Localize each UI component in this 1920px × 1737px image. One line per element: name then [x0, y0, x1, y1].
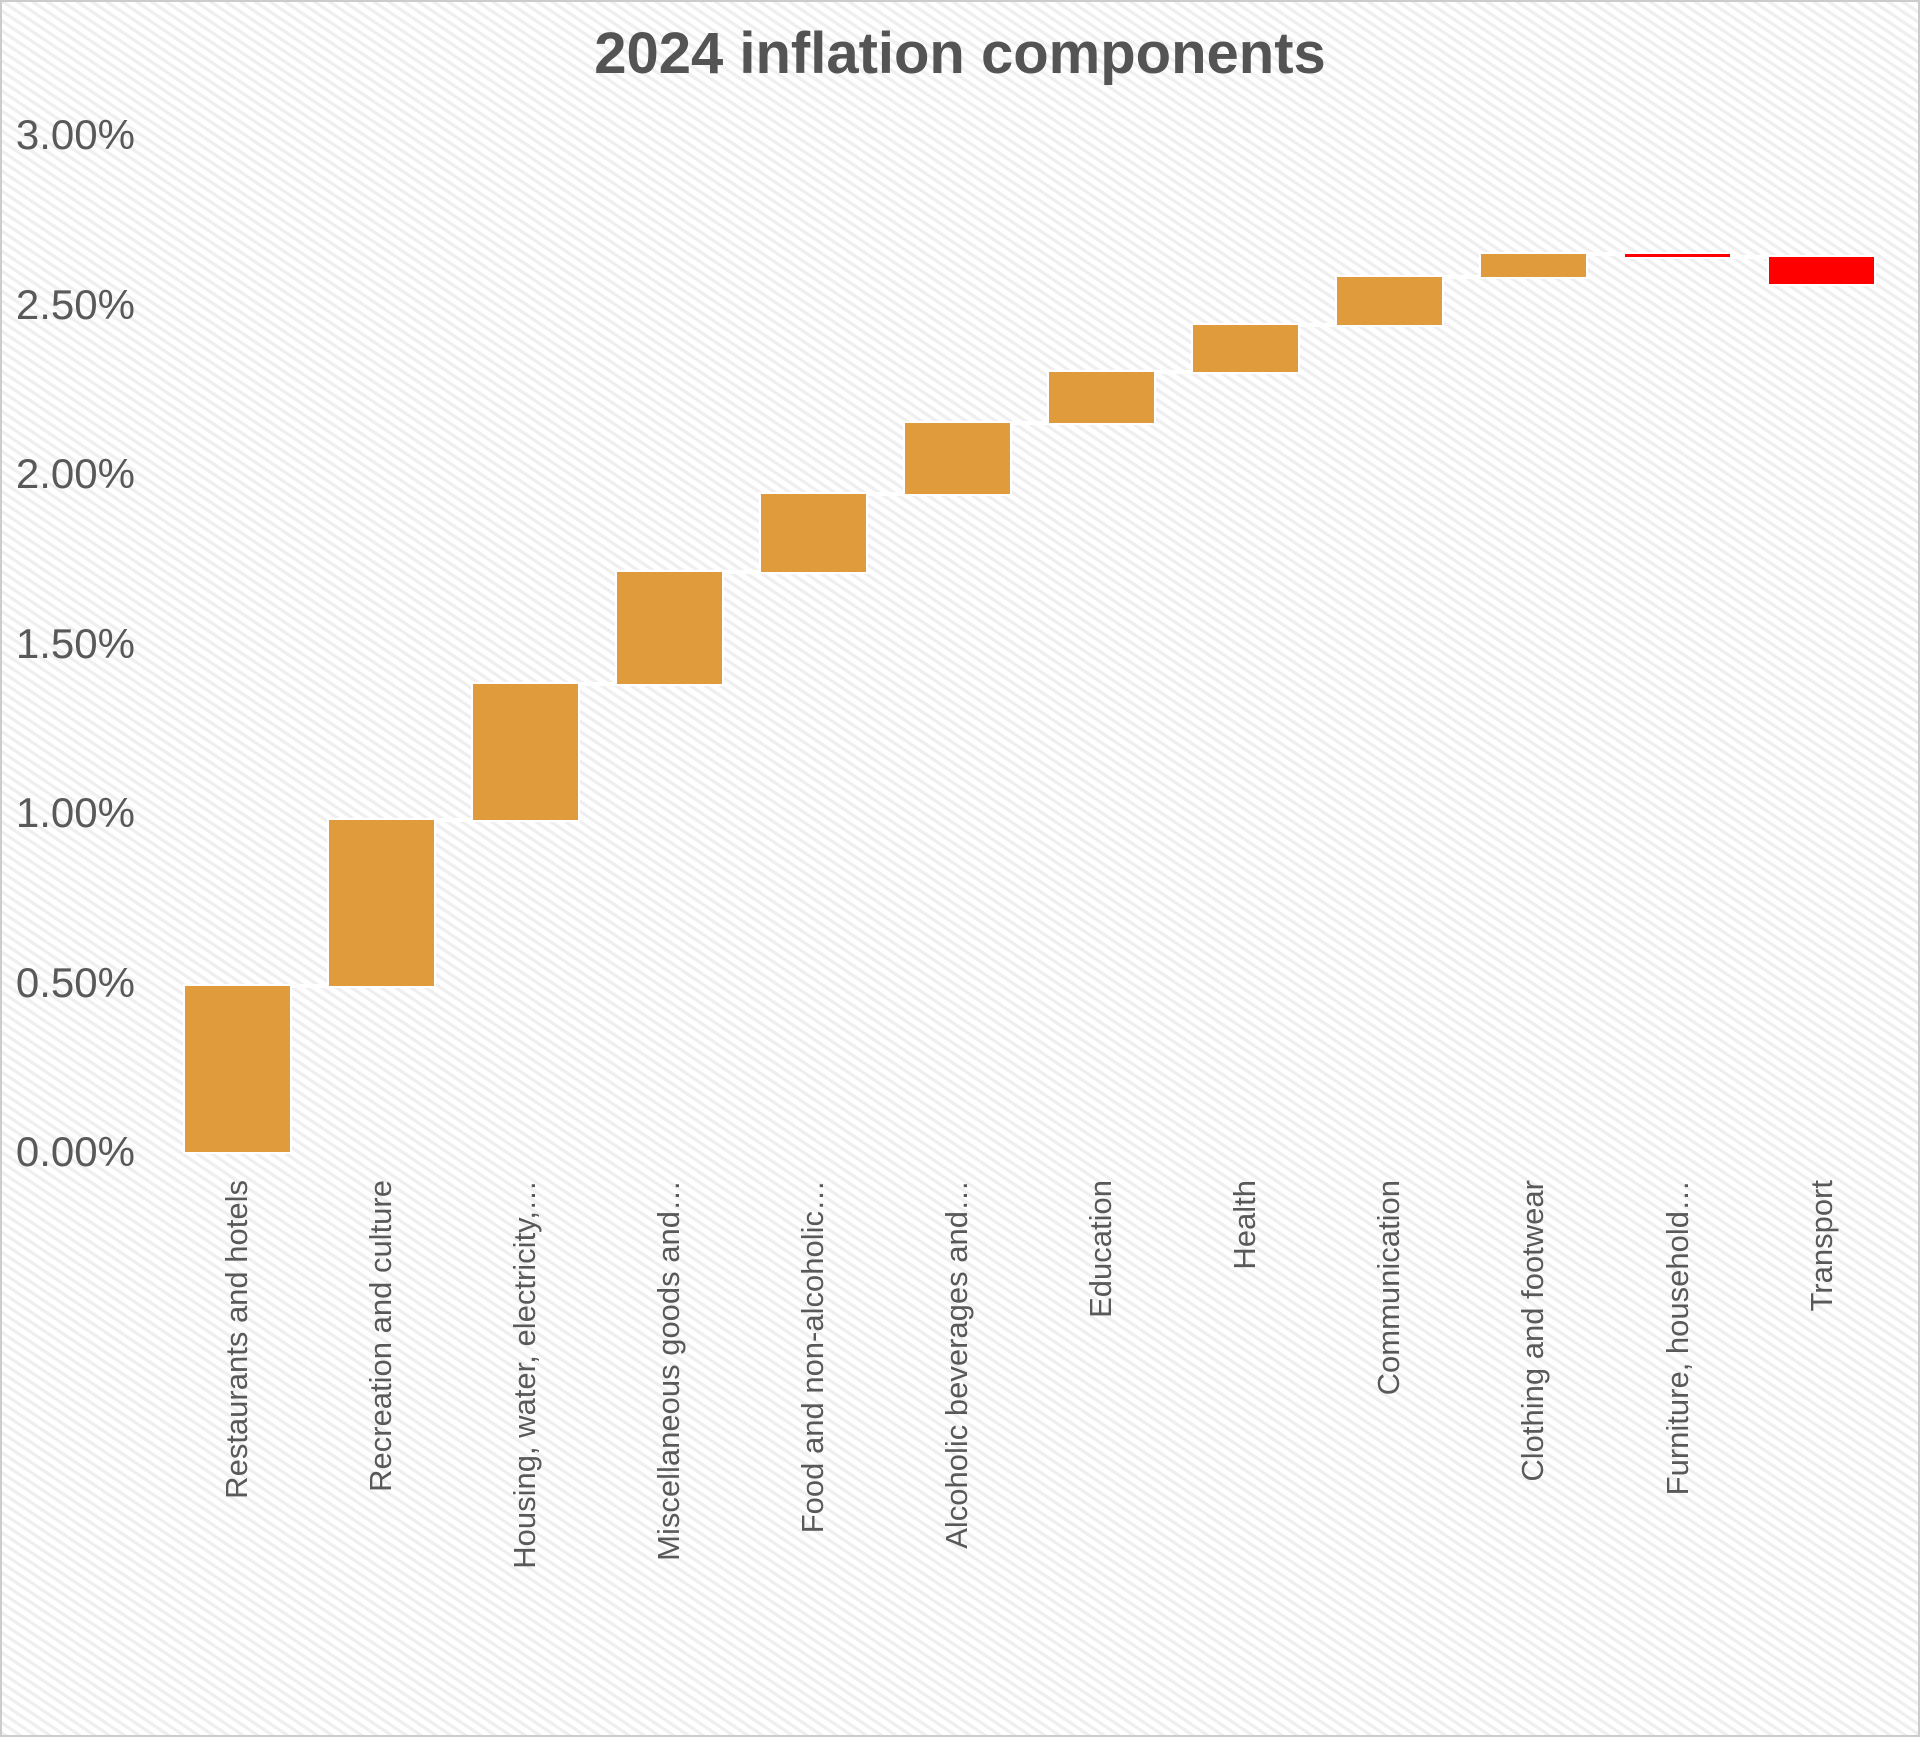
y-axis-tick-label: 2.50%: [15, 280, 135, 328]
x-axis-label-transport: Transport: [1803, 1180, 1839, 1312]
connector-line: [1294, 322, 1340, 327]
bar-health: [1190, 322, 1300, 375]
bar-communication: [1334, 275, 1444, 327]
chart-title: 2024 inflation components: [594, 21, 1326, 86]
bar-furniture-household: [1623, 251, 1732, 260]
x-axis-label-furniture-household: Furniture, household…: [1659, 1180, 1695, 1496]
bar-recreation-and-culture: [326, 817, 436, 988]
connector-line: [1150, 370, 1196, 375]
connector-line: [1727, 255, 1773, 260]
bar-miscellaneous-goods-and: [614, 570, 724, 687]
bar-restaurants-and-hotels: [182, 983, 292, 1154]
x-axis-label-housing-water-electricity: Housing, water, electricity,…: [507, 1180, 543, 1569]
x-axis-label-food-and-non-alcoholic: Food and non-alcoholic…: [795, 1180, 831, 1534]
connector-line: [1006, 421, 1052, 426]
x-axis-label-alcoholic-beverages-and: Alcoholic beverages and…: [939, 1180, 975, 1549]
connector-line: [574, 682, 620, 687]
bar-transport: [1767, 255, 1877, 287]
connector-line: [1438, 275, 1484, 280]
x-axis-label-communication: Communication: [1371, 1180, 1407, 1396]
connector-line: [862, 492, 908, 497]
y-axis-tick-label: 0.50%: [15, 958, 135, 1006]
x-axis-label-recreation-and-culture: Recreation and culture: [363, 1180, 399, 1492]
y-axis-tick-label: 0.00%: [15, 1128, 135, 1175]
bar-education: [1046, 370, 1156, 426]
y-axis-tick-label: 1.00%: [15, 789, 135, 836]
x-axis-label-health: Health: [1227, 1180, 1263, 1270]
x-axis-label-clothing-and-footwear: Clothing and footwear: [1515, 1180, 1551, 1482]
bar-alcoholic-beverages-and: [902, 421, 1012, 497]
x-axis-label-restaurants-and-hotels: Restaurants and hotels: [219, 1180, 255, 1499]
bar-clothing-and-footwear: [1478, 251, 1588, 280]
connector-line: [430, 817, 476, 822]
connector-line: [286, 983, 332, 988]
y-axis-tick-label: 1.50%: [15, 619, 135, 667]
connector-line: [718, 570, 764, 575]
x-axis-label-education: Education: [1083, 1180, 1119, 1318]
bar-housing-water-electricity: [470, 682, 580, 822]
bar-food-and-non-alcoholic: [758, 492, 868, 575]
x-axis-label-miscellaneous-goods-and: Miscellaneous goods and…: [651, 1180, 687, 1561]
y-axis-tick-label: 2.00%: [15, 450, 135, 497]
y-axis-tick-label: 3.00%: [15, 111, 135, 158]
connector-line: [1582, 251, 1628, 256]
